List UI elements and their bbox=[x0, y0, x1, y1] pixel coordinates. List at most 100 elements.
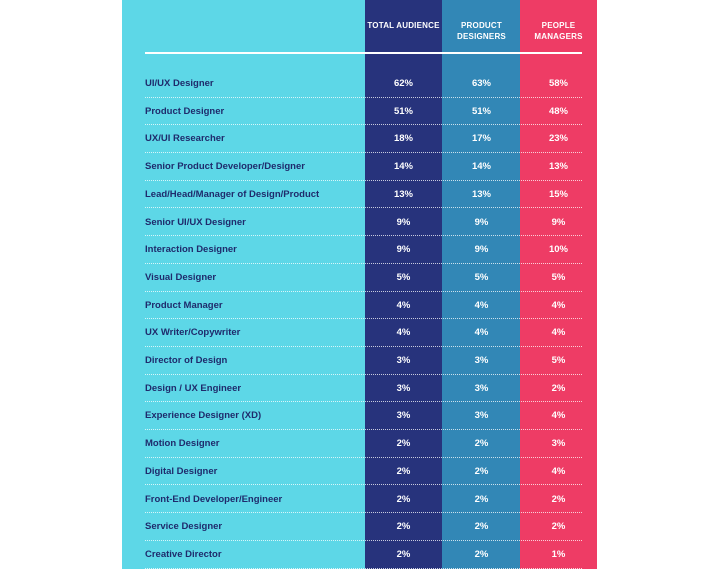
people-managers-value: 48% bbox=[548, 105, 568, 117]
product-designers-value: 9% bbox=[474, 216, 489, 228]
people-managers-column bbox=[520, 0, 597, 569]
product-designers-value: 17% bbox=[471, 133, 491, 145]
total-audience-value: 14% bbox=[393, 161, 413, 173]
total-audience-value: 18% bbox=[393, 133, 413, 145]
total-audience-value: 2% bbox=[396, 548, 411, 560]
total-audience-value: 2% bbox=[396, 521, 411, 533]
row-label: Interaction Designer bbox=[145, 244, 237, 256]
product-designers-value: 4% bbox=[474, 327, 489, 339]
table-row: Product Manager 4% 4% 4% bbox=[145, 292, 582, 320]
product-designers-value: 2% bbox=[474, 438, 489, 450]
row-label: Digital Designer bbox=[145, 465, 218, 477]
product-designers-value: 14% bbox=[471, 161, 491, 173]
product-designers-value: 2% bbox=[474, 548, 489, 560]
table-row: Design / UX Engineer 3% 3% 2% bbox=[145, 375, 582, 403]
row-divider bbox=[145, 96, 582, 98]
people-managers-value: 3% bbox=[551, 438, 566, 450]
people-managers-value: 10% bbox=[548, 244, 568, 256]
people-managers-value: 5% bbox=[551, 271, 566, 283]
total-audience-value: 2% bbox=[396, 465, 411, 477]
total-audience-value: 62% bbox=[393, 78, 413, 89]
product-designers-value: 5% bbox=[474, 271, 489, 283]
total-audience-value: 3% bbox=[396, 382, 411, 394]
row-divider bbox=[145, 262, 582, 264]
product-designers-value: 3% bbox=[474, 382, 489, 394]
table-row: Creative Director 2% 2% 1% bbox=[145, 541, 582, 569]
product-designers-value: 2% bbox=[474, 521, 489, 533]
people-managers-value: 2% bbox=[551, 521, 566, 533]
table-row: Interaction Designer 9% 9% 10% bbox=[145, 236, 582, 264]
people-managers-value: 23% bbox=[548, 133, 568, 145]
row-divider bbox=[145, 373, 582, 375]
people-managers-value: 2% bbox=[551, 382, 566, 394]
table-row: UX Writer/Copywriter 4% 4% 4% bbox=[145, 319, 582, 347]
header-total-audience: TOTAL AUDIENCE bbox=[367, 21, 440, 30]
total-audience-value: 5% bbox=[396, 271, 411, 283]
product-designers-value: 9% bbox=[474, 244, 489, 256]
row-label: Front-End Developer/Engineer bbox=[145, 493, 283, 505]
people-managers-value: 5% bbox=[551, 355, 566, 366]
row-label: Creative Director bbox=[145, 548, 222, 560]
table-row: Visual Designer 5% 5% 5% bbox=[145, 264, 582, 292]
row-divider bbox=[145, 484, 582, 486]
row-label: Service Designer bbox=[145, 521, 223, 533]
table-row: Experience Designer (XD) 3% 3% 4% bbox=[145, 402, 582, 431]
row-divider bbox=[145, 429, 582, 431]
row-divider bbox=[145, 539, 582, 541]
table-row: Front-End Developer/Engineer 2% 2% 2% bbox=[145, 486, 582, 514]
row-divider bbox=[145, 401, 582, 403]
total-audience-value: 51% bbox=[393, 105, 413, 117]
row-divider bbox=[145, 345, 582, 347]
table-row: Digital Designer 2% 2% 4% bbox=[145, 458, 582, 486]
row-label: Motion Designer bbox=[145, 438, 220, 450]
people-managers-value: 9% bbox=[551, 216, 566, 228]
product-designers-value: 4% bbox=[474, 299, 489, 311]
table-row: Product Designer 51% 51% 48% bbox=[145, 98, 582, 126]
row-label: Director of Design bbox=[145, 355, 228, 366]
total-audience-value: 9% bbox=[396, 244, 411, 256]
table-row: Lead/Head/Manager of Design/Product 13% 13… bbox=[145, 181, 582, 209]
label-column-background bbox=[122, 0, 365, 569]
people-managers-value: 58% bbox=[548, 78, 568, 89]
product-designers-value: 3% bbox=[474, 355, 489, 366]
header-people-managers: PEOPLE MANAGERS bbox=[534, 21, 583, 41]
people-managers-value: 13% bbox=[548, 161, 568, 173]
table-row: Senior Product Developer/Designer 14% 14% 1… bbox=[145, 153, 582, 181]
product-designers-value: 63% bbox=[471, 78, 491, 89]
row-label: Lead/Head/Manager of Design/Product bbox=[145, 188, 320, 200]
people-managers-value: 4% bbox=[551, 327, 566, 339]
table-row: UX/UI Researcher 18% 17% 23% bbox=[145, 125, 582, 154]
row-divider bbox=[145, 152, 582, 154]
people-managers-value: 4% bbox=[551, 410, 566, 422]
row-divider bbox=[145, 235, 582, 237]
row-divider bbox=[145, 290, 582, 292]
row-divider bbox=[145, 318, 582, 320]
total-audience-value: 3% bbox=[396, 410, 411, 422]
table-row: Motion Designer 2% 2% 3% bbox=[145, 430, 582, 458]
people-managers-value: 1% bbox=[551, 548, 566, 560]
total-audience-value: 4% bbox=[396, 327, 411, 339]
row-label: Product Designer bbox=[145, 105, 225, 117]
row-label: Experience Designer (XD) bbox=[145, 410, 262, 422]
table-row: UI/UX Designer 62% 63% 58% bbox=[145, 70, 582, 98]
row-divider bbox=[145, 567, 582, 569]
people-managers-value: 15% bbox=[548, 188, 568, 200]
total-audience-value: 4% bbox=[396, 299, 411, 311]
row-divider bbox=[145, 456, 582, 458]
header-divider bbox=[145, 52, 582, 54]
row-label: Visual Designer bbox=[145, 271, 217, 283]
total-audience-value: 2% bbox=[396, 493, 411, 505]
row-label: Design / UX Engineer bbox=[145, 382, 242, 394]
row-label: Senior UI/UX Designer bbox=[145, 216, 246, 228]
table-row: Senior UI/UX Designer 9% 9% 9% bbox=[145, 209, 582, 237]
people-managers-value: 2% bbox=[551, 493, 566, 505]
row-divider bbox=[145, 207, 582, 209]
row-label: UX/UI Researcher bbox=[145, 133, 225, 145]
people-managers-value: 4% bbox=[551, 299, 566, 311]
product-designers-value: 51% bbox=[471, 105, 491, 117]
product-designers-column bbox=[442, 0, 520, 569]
table-row: Director of Design 3% 3% 5% bbox=[145, 347, 582, 375]
row-divider bbox=[145, 179, 582, 181]
row-divider bbox=[145, 512, 582, 514]
total-audience-value: 2% bbox=[396, 438, 411, 450]
